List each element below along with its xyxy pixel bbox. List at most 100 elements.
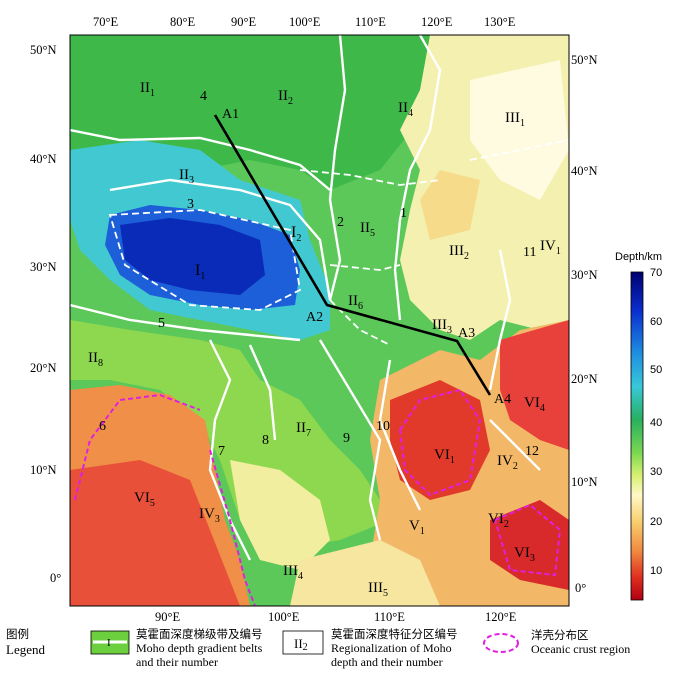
legend-ocean-text: 洋壳分布区 Oceanic crust region [531, 628, 630, 656]
zone-label-II4: II4 [398, 100, 413, 119]
zone-label-I2: I2 [291, 224, 301, 244]
oceanic-boundary-celebes [493, 503, 562, 577]
belt-line-2 [328, 35, 347, 301]
belt-line-7 [208, 339, 252, 561]
top-tick-80E: 80°E [170, 15, 195, 29]
zone-label-III4: III4 [283, 563, 303, 582]
belt-number-3: 3 [187, 197, 194, 212]
colorbar-tick-60: 60 [650, 316, 662, 328]
ordos-orange-patch [420, 170, 480, 240]
belt-line-4 [70, 128, 331, 191]
belt-line-11 [488, 249, 512, 391]
legend-region-cn: 莫霍面深度特征分区编号 [331, 627, 458, 641]
zone-label-IV1: IV1 [540, 238, 561, 257]
zone-label-I1: I1 [195, 262, 205, 282]
colorbar-title: Depth/km [615, 251, 662, 263]
right-tick-0: 0° [575, 581, 586, 595]
legend-belt-cn: 莫霍面深度梯级带及编号 [136, 627, 263, 641]
colorbar-tick-30: 30 [650, 466, 662, 478]
zone-label-VI4: VI4 [524, 395, 545, 414]
zone-label-VI3: VI3 [514, 545, 535, 564]
belt-numbers: 1 2 3 4 5 6 7 8 9 10 11 12 [99, 89, 539, 459]
legend-region-text: 莫霍面深度特征分区编号 Regionalization of Moho dept… [331, 627, 458, 669]
belt-number-6: 6 [99, 419, 106, 434]
oceanic-boundary-west [74, 393, 201, 501]
bottom-tick-90E: 90°E [155, 610, 180, 624]
zone-label-V1: V1 [409, 518, 425, 537]
gradient-belt-lines [70, 35, 541, 561]
top-tick-90E: 90°E [231, 15, 256, 29]
colorbar-ramp [630, 271, 644, 601]
legend-symbols: I II2 [90, 630, 519, 655]
zone-label-III5: III5 [368, 580, 388, 599]
profile-point-A4: A4 [494, 392, 511, 407]
zone-label-VI2: VI2 [488, 511, 509, 530]
scs-red-region [390, 380, 490, 500]
top-tick-100E: 100°E [289, 15, 321, 29]
top-tick-120E: 120°E [421, 15, 453, 29]
legend-header-cn: 图例 [6, 627, 29, 641]
zone-label-II7: II7 [296, 420, 311, 439]
oceanic-boundary-andaman [209, 449, 256, 606]
zone-label-IV3: IV3 [199, 506, 220, 525]
left-tick-40N: 40°N [30, 152, 57, 166]
colorbar-tick-40: 40 [650, 417, 662, 429]
colorbar-tick-50: 50 [650, 364, 662, 376]
profile-line [213, 114, 492, 396]
west-red-region [70, 460, 240, 606]
legend-ocean-cn: 洋壳分布区 [531, 628, 589, 642]
zone-label-VI5: VI5 [134, 490, 155, 509]
zone-label-II8: II8 [88, 350, 103, 369]
colorbar-tick-70: 70 [650, 267, 662, 279]
zone-label-III1: III1 [505, 110, 525, 129]
belt-line-10 [378, 359, 422, 511]
zone-boundary-I1 [108, 209, 301, 311]
belt-number-12: 12 [525, 444, 539, 459]
oceanic-crust-boundaries [74, 388, 562, 606]
zone-label-II2: II2 [278, 88, 293, 107]
bottom-tick-120E: 120°E [485, 610, 517, 624]
top-tick-130E: 130°E [484, 15, 516, 29]
right-tick-30N: 30°N [571, 268, 598, 282]
zone-label-II6: II6 [348, 293, 363, 312]
profile-point-A2: A2 [306, 310, 323, 325]
legend-belt-text: 莫霍面深度梯级带及编号 Moho depth gradient belts an… [136, 627, 263, 669]
right-tick-50N: 50°N [571, 53, 598, 67]
legend-belt-en1: Moho depth gradient belts [136, 641, 263, 655]
profile-point-A1: A1 [222, 107, 239, 122]
belt-number-7: 7 [218, 444, 225, 459]
colorbar-ticks: 70 60 50 40 30 20 10 [650, 267, 662, 577]
oceanic-boundary-scs [398, 388, 482, 497]
zone-labels: II1 II2 II3 II4 II5 II6 II7 II8 I1 I2 II… [88, 80, 561, 599]
belt-number-2: 2 [337, 215, 344, 230]
legend-ocean-en: Oceanic crust region [531, 642, 631, 656]
belt-line-5 [70, 303, 301, 342]
zone-label-II3: II3 [179, 167, 194, 186]
zone-label-IV2: IV2 [497, 453, 518, 472]
right-tick-40N: 40°N [571, 164, 598, 178]
legend-belt-en2: and their number [136, 655, 218, 669]
right-tick-20N: 20°N [571, 372, 598, 386]
zone-boundaries [108, 139, 569, 346]
zone-boundary-ne [469, 139, 569, 161]
left-tick-20N: 20°N [30, 361, 57, 375]
belt-number-8: 8 [262, 433, 269, 448]
belt-line-1 [393, 35, 442, 321]
colorbar-tick-10: 10 [650, 565, 662, 577]
legend-region-symbol: II2 [294, 636, 308, 653]
zone-boundary-se [329, 299, 391, 346]
zone-label-III2: III2 [449, 243, 469, 262]
belt-line-12 [489, 419, 541, 471]
belt-number-4: 4 [200, 89, 207, 104]
zone-boundary-north [299, 169, 441, 186]
legend-header-en: Legend [6, 642, 45, 657]
map-canvas [70, 35, 569, 606]
belt-line-8 [248, 344, 277, 441]
left-tick-30N: 30°N [30, 260, 57, 274]
belt-number-11: 11 [523, 245, 536, 260]
plateau-deep-blue-region [120, 218, 265, 295]
belt-line-9 [318, 339, 382, 541]
east-red-region [500, 320, 569, 450]
belt-number-9: 9 [343, 431, 350, 446]
profile-point-A3: A3 [458, 326, 475, 341]
